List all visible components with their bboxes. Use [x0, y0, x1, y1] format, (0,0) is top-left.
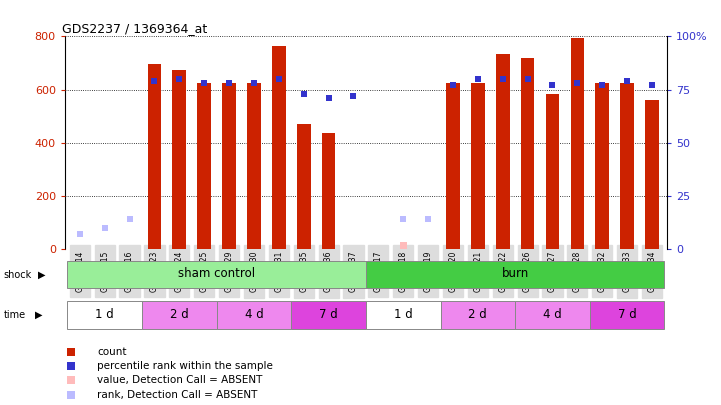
Text: rank, Detection Call = ABSENT: rank, Detection Call = ABSENT	[97, 390, 258, 400]
Bar	[645, 100, 659, 249]
FancyBboxPatch shape	[291, 301, 366, 328]
Text: count: count	[97, 347, 127, 357]
Text: 4 d: 4 d	[244, 308, 263, 321]
Text: 1 d: 1 d	[394, 308, 412, 321]
Bar	[496, 54, 510, 249]
Bar	[471, 83, 485, 249]
FancyBboxPatch shape	[590, 301, 665, 328]
Text: percentile rank within the sample: percentile rank within the sample	[97, 361, 273, 371]
Bar	[272, 46, 286, 249]
FancyBboxPatch shape	[441, 301, 516, 328]
Text: GDS2237 / 1369364_at: GDS2237 / 1369364_at	[62, 22, 207, 35]
Bar	[446, 83, 460, 249]
Text: sham control: sham control	[178, 267, 255, 280]
Bar	[521, 58, 534, 249]
FancyBboxPatch shape	[366, 261, 665, 288]
Text: 1 d: 1 d	[95, 308, 114, 321]
FancyBboxPatch shape	[216, 301, 291, 328]
FancyBboxPatch shape	[142, 301, 216, 328]
Bar	[546, 94, 559, 249]
Bar	[322, 134, 335, 249]
Bar	[297, 124, 311, 249]
Text: 7 d: 7 d	[618, 308, 637, 321]
Text: 2 d: 2 d	[170, 308, 189, 321]
FancyBboxPatch shape	[366, 301, 441, 328]
Text: ▶: ▶	[38, 270, 45, 279]
Bar	[172, 70, 186, 249]
Bar	[596, 83, 609, 249]
Bar	[247, 83, 261, 249]
Text: value, Detection Call = ABSENT: value, Detection Call = ABSENT	[97, 375, 263, 386]
Text: time: time	[4, 310, 26, 320]
Text: 7 d: 7 d	[319, 308, 338, 321]
Text: 4 d: 4 d	[543, 308, 562, 321]
Bar	[400, 243, 407, 249]
Text: shock: shock	[4, 270, 32, 279]
FancyBboxPatch shape	[516, 301, 590, 328]
Text: 2 d: 2 d	[469, 308, 487, 321]
FancyBboxPatch shape	[67, 301, 142, 328]
Bar	[620, 83, 634, 249]
Bar	[222, 83, 236, 249]
Text: burn: burn	[502, 267, 528, 280]
Bar	[198, 83, 211, 249]
Text: ▶: ▶	[35, 310, 42, 320]
Bar	[570, 38, 584, 249]
Bar	[148, 64, 162, 249]
FancyBboxPatch shape	[67, 261, 366, 288]
